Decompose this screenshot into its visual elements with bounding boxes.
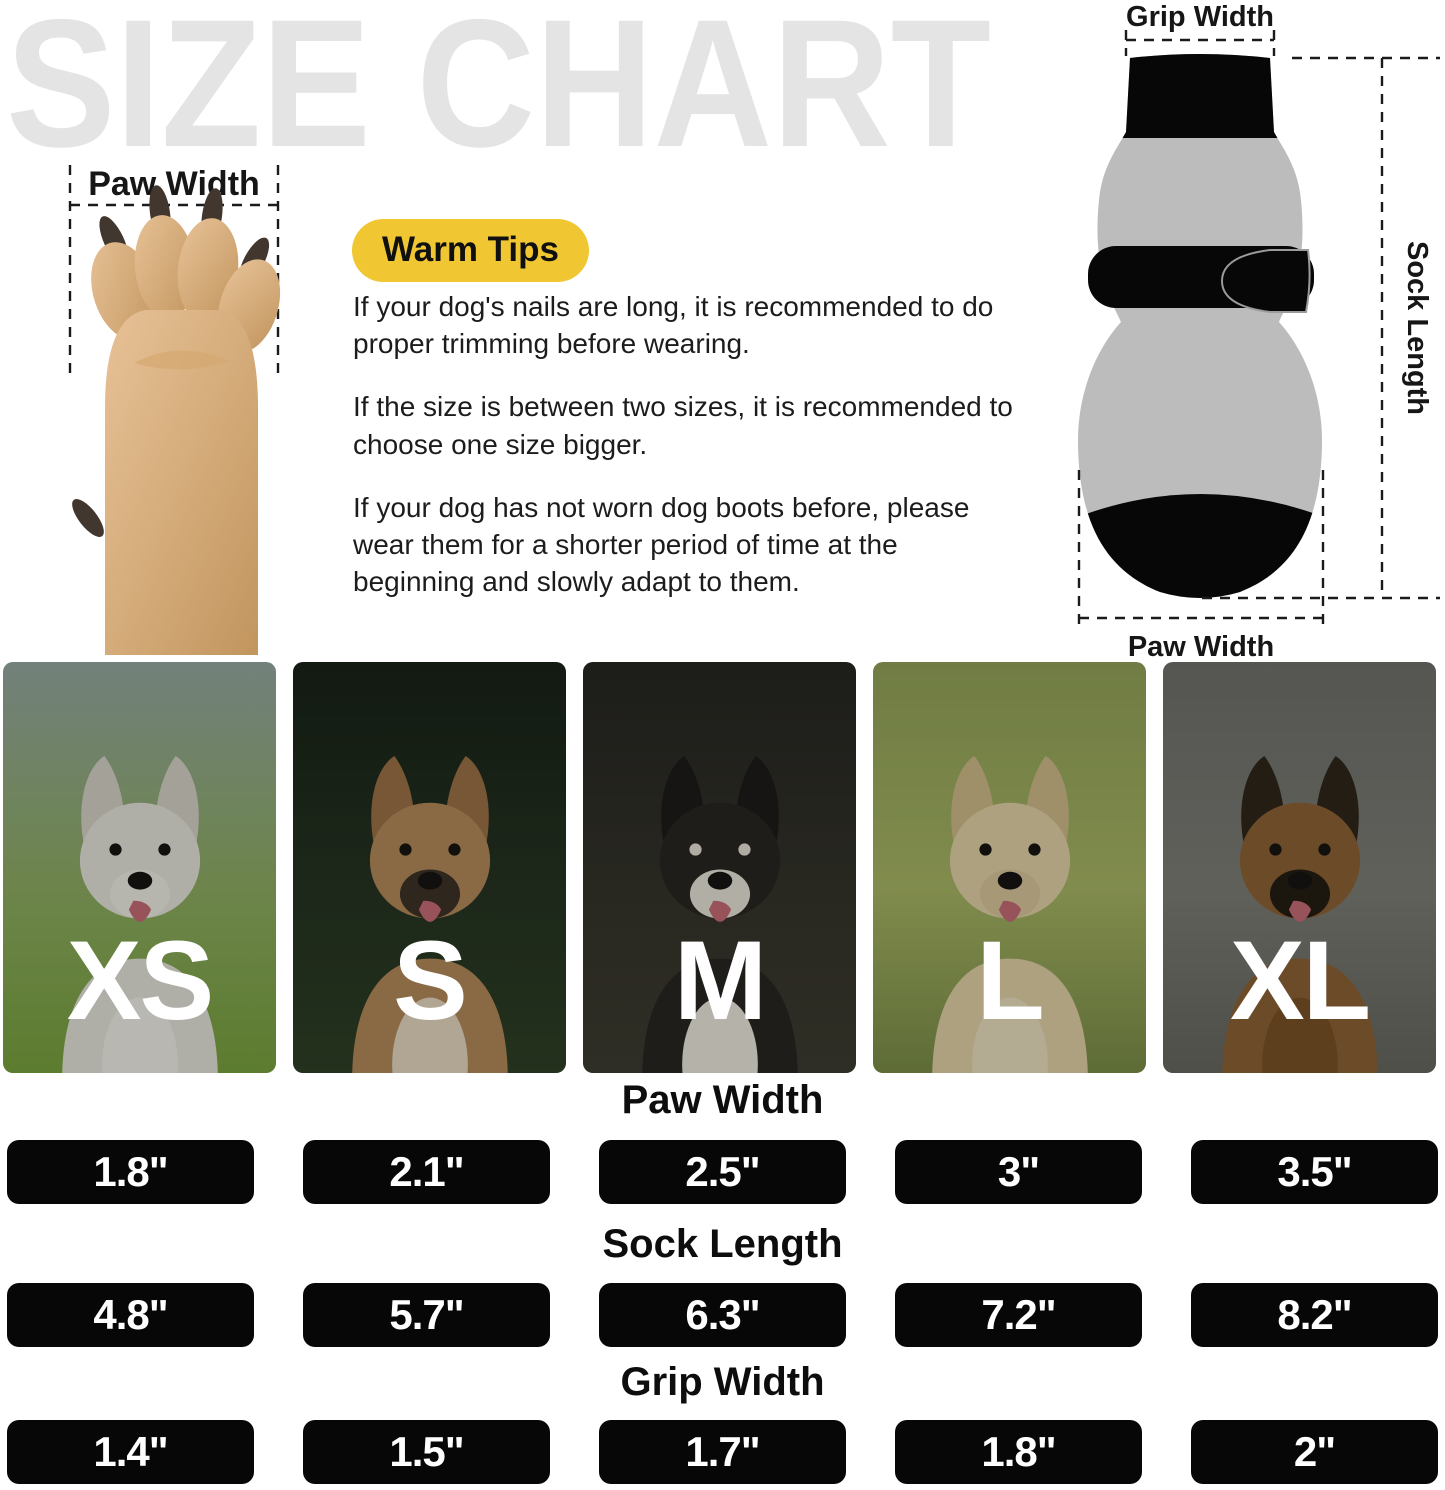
grip-width-values-row: 1.4" 1.5" 1.7" 1.8" 2" (7, 1420, 1438, 1484)
value-pill: 2.1" (303, 1140, 550, 1204)
paw-leg-icon (105, 310, 258, 655)
value-pill: 1.5" (303, 1420, 550, 1484)
value-pill: 7.2" (895, 1283, 1142, 1347)
table-header-paw-width: Paw Width (621, 1078, 824, 1122)
value-pill: 1.7" (599, 1420, 846, 1484)
dog-illustration-xs (61, 756, 218, 1073)
warm-tips-text: If your dog's nails are long, it is reco… (353, 288, 1025, 627)
table-header-grip-width: Grip Width (620, 1360, 825, 1404)
photo-overlay (873, 662, 1146, 1073)
value-pill: 1.4" (7, 1420, 254, 1484)
size-card-l: L (873, 662, 1146, 1073)
size-label-m: M (673, 918, 767, 1043)
size-card-s: S (293, 662, 566, 1073)
sock-length-values-row: 4.8" 5.7" 6.3" 7.2" 8.2" (7, 1283, 1438, 1347)
sock-cuff (1116, 54, 1288, 138)
paw-width-diagram: Paw Width (68, 165, 281, 655)
value-pill: 5.7" (303, 1283, 550, 1347)
size-label-l: L (976, 918, 1044, 1043)
warm-tips-badge: Warm Tips (352, 219, 589, 282)
value-pill: 8.2" (1191, 1283, 1438, 1347)
sock-toe (1078, 494, 1322, 598)
paw-width-values-row: 1.8" 2.1" 2.5" 3" 3.5" (7, 1140, 1438, 1204)
photo-overlay (3, 662, 276, 1073)
value-pill: 6.3" (599, 1283, 846, 1347)
photo-overlay (1163, 662, 1436, 1073)
value-pill: 3.5" (1191, 1140, 1438, 1204)
tip-2: If the size is between two sizes, it is … (353, 391, 1013, 460)
sock-diagram: Grip Width Sock Length Paw Width (1077, 1, 1440, 663)
size-card-m: M (583, 662, 856, 1073)
size-card-xl: XL (1163, 662, 1436, 1073)
sock-strap-tab (1220, 249, 1311, 313)
size-cards-row: XS S (3, 662, 1442, 1073)
grip-width-label: Grip Width (1126, 1, 1274, 33)
tip-1: If your dog's nails are long, it is reco… (353, 291, 994, 360)
dog-illustration-xl (1221, 756, 1378, 1073)
size-label-s: S (393, 918, 468, 1043)
value-pill: 2" (1191, 1420, 1438, 1484)
value-pill: 1.8" (895, 1420, 1142, 1484)
tip-3: If your dog has not worn dog boots befor… (353, 491, 970, 598)
page-title: SIZE CHART (6, 6, 991, 166)
photo-overlay (583, 662, 856, 1073)
value-pill: 3" (895, 1140, 1142, 1204)
photo-overlay (293, 662, 566, 1073)
paw-shading (134, 350, 230, 370)
dog-illustration-s (351, 756, 508, 1073)
value-pill: 4.8" (7, 1283, 254, 1347)
value-pill: 2.5" (599, 1140, 846, 1204)
page-title-graphic: SIZE CHART (6, 6, 991, 166)
size-card-xs: XS (3, 662, 276, 1073)
value-pill: 1.8" (7, 1140, 254, 1204)
paw-width-bottom-label: Paw Width (1128, 631, 1274, 663)
sock-body (1078, 54, 1322, 598)
warm-tips-heading: Warm Tips (382, 230, 559, 269)
sock-length-label: Sock Length (1401, 241, 1433, 415)
dog-illustration-l (931, 756, 1088, 1073)
dog-illustration-m (641, 756, 798, 1073)
paw-width-label: Paw Width (88, 165, 260, 203)
table-header-sock-length: Sock Length (602, 1222, 843, 1266)
size-label-xs: XS (66, 918, 214, 1043)
size-label-xl: XL (1229, 918, 1371, 1043)
